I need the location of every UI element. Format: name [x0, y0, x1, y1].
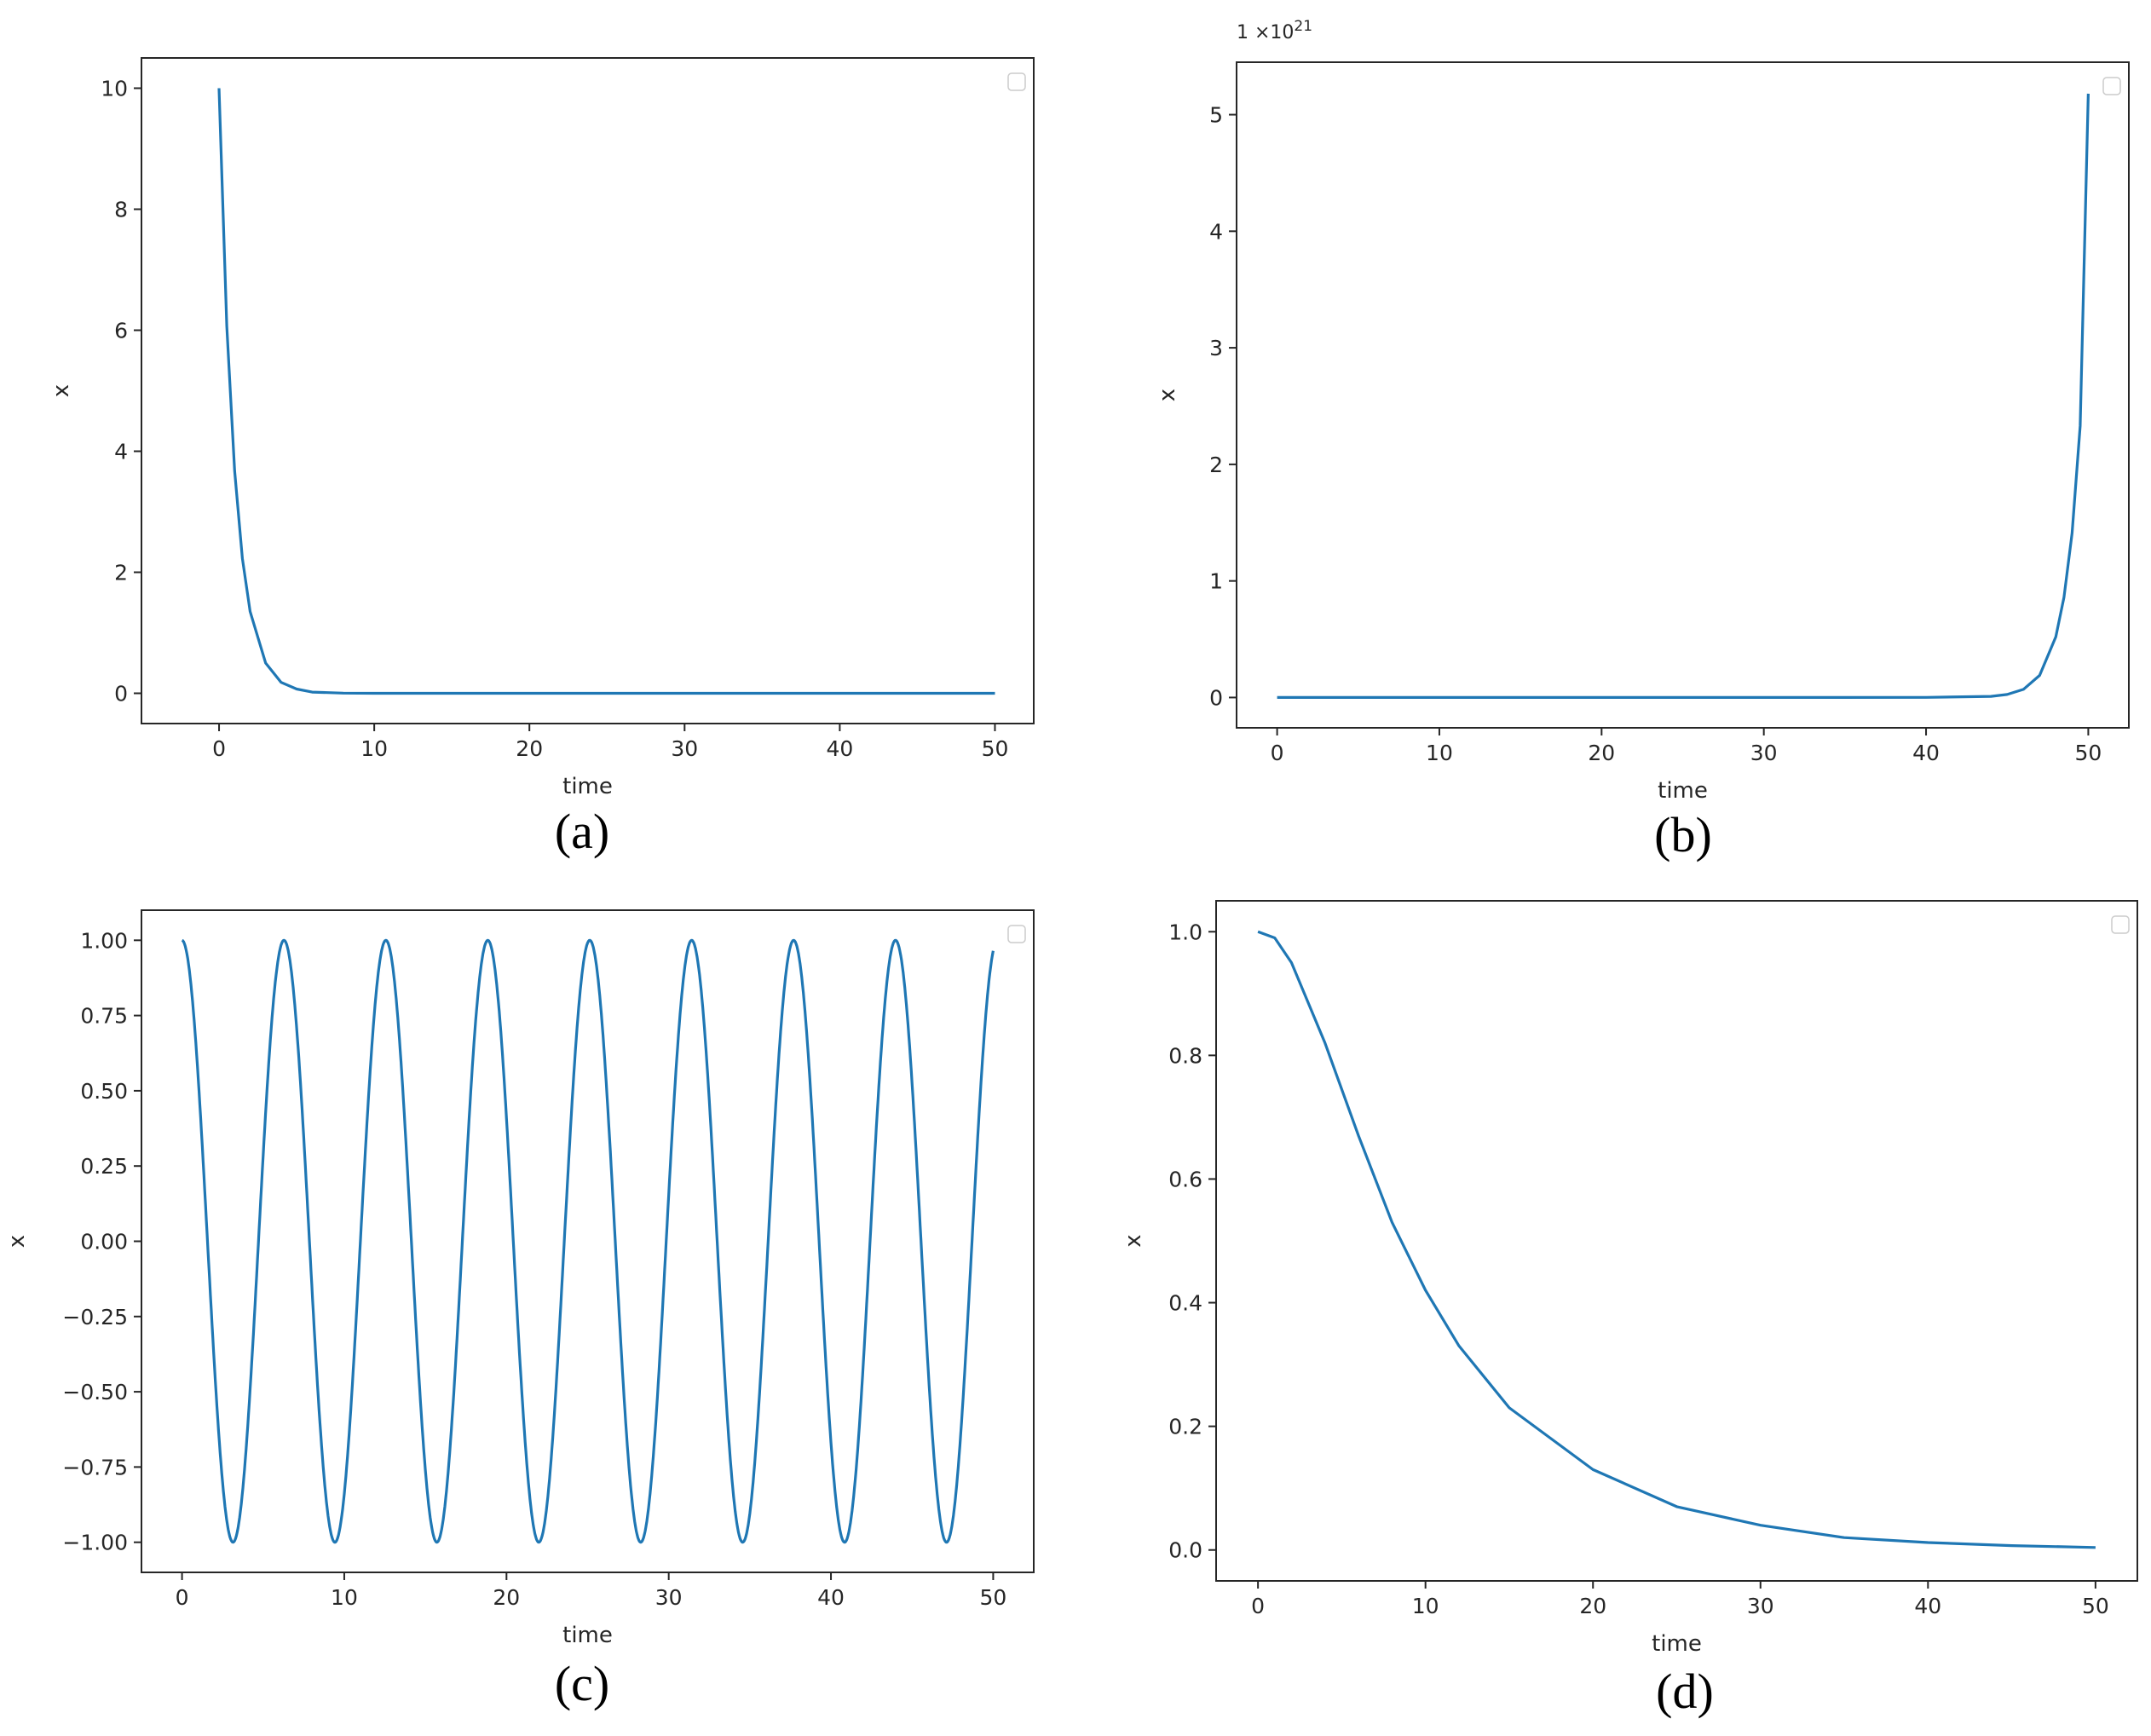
- y-tick-label: 0.25: [80, 1154, 128, 1179]
- x-tick-label: 40: [1914, 1594, 1941, 1618]
- y-tick-label: 0.6: [1168, 1167, 1202, 1191]
- y-tick-label: 6: [114, 319, 128, 343]
- plot-frame: [141, 909, 1035, 1573]
- y-axis-label: x: [4, 1235, 30, 1248]
- y-tick-label: 0.8: [1168, 1043, 1202, 1068]
- y-axis-label: x: [1121, 1234, 1146, 1247]
- x-tick-label: 40: [826, 736, 853, 761]
- x-tick-label: 50: [2075, 741, 2102, 765]
- y-tick-label: 1.0: [1168, 920, 1202, 944]
- x-tick-label: 30: [655, 1585, 683, 1610]
- x-tick-label: 0: [1251, 1594, 1265, 1618]
- y-axis-label: x: [1155, 389, 1180, 401]
- chart-panel-3: 0 10 20 30 40 50 −1.00 −0.75 −0.50 −0.25 0.00 0.25 0…: [4, 909, 1035, 1711]
- y-tick-label: 3: [1209, 336, 1223, 360]
- x-tick-label: 0: [212, 736, 226, 761]
- legend-box: [2102, 77, 2121, 95]
- series-line-1: [1277, 93, 2090, 699]
- x-tick-label: 0: [176, 1585, 189, 1610]
- y-tick-label: 4: [114, 440, 128, 464]
- y-tick-label: −0.75: [62, 1455, 128, 1479]
- y-tick-label: 5: [1209, 103, 1223, 128]
- x-axis-label: time: [562, 1623, 613, 1648]
- x-tick-label: 10: [1412, 1594, 1439, 1618]
- y-tick-label: 0.75: [80, 1004, 128, 1029]
- y-tick-label: 2: [114, 561, 128, 585]
- y-tick-label: 1: [1209, 569, 1223, 594]
- plot-frame: [1236, 61, 2130, 729]
- y-offset-exponent: 21: [1294, 18, 1312, 35]
- x-tick-label: 30: [671, 736, 698, 761]
- x-tick-label: 20: [1588, 741, 1615, 765]
- x-tick-label: 50: [2082, 1594, 2109, 1618]
- y-tick-label: 2: [1209, 453, 1223, 477]
- x-tick-label: 0: [1271, 741, 1284, 765]
- y-tick-label: −0.50: [62, 1380, 128, 1404]
- y-tick-label: 0.4: [1168, 1291, 1202, 1316]
- series-line-1: [217, 88, 995, 695]
- x-tick-label: 20: [1579, 1594, 1606, 1618]
- x-tick-label: 50: [980, 1585, 1007, 1610]
- series-line-1: [1257, 930, 2096, 1549]
- plot-frame: [141, 57, 1035, 724]
- x-tick-label: 40: [817, 1585, 845, 1610]
- plot-frame: [1215, 900, 2138, 1582]
- y-tick-label: 0: [114, 682, 128, 707]
- panel-caption: (b): [1654, 807, 1712, 862]
- y-axis-label: x: [49, 384, 74, 397]
- x-tick-label: 50: [982, 736, 1009, 761]
- x-tick-label: 10: [331, 1585, 358, 1610]
- y-tick-label: 10: [101, 77, 128, 101]
- y-tick-label: 0.50: [80, 1079, 128, 1104]
- x-tick-label: 20: [493, 1585, 520, 1610]
- x-axis-label: time: [1652, 1631, 1702, 1657]
- chart-panel-1: 0 10 20 30 40 50 0 2 4 6 8 10 time x (a): [49, 57, 1035, 859]
- x-tick-label: 40: [1912, 741, 1940, 765]
- panel-caption: (a): [555, 804, 609, 859]
- x-tick-label: 30: [1750, 741, 1778, 765]
- panel-caption: (d): [1656, 1664, 1714, 1719]
- y-tick-label: 0.2: [1168, 1415, 1202, 1439]
- legend-box: [2111, 915, 2130, 934]
- chart-panel-2: 0 10 20 30 40 50 0 1 2 3 4 5 time x 1 ×1021 (b): [1155, 18, 2130, 862]
- legend-box: [1007, 925, 1026, 943]
- chart-panel-4: 0 10 20 30 40 50 0.0 0.2 0.4 0.6 0.8 1.0 time x (d): [1121, 900, 2138, 1719]
- x-tick-label: 20: [516, 736, 543, 761]
- y-tick-label: 0.0: [1168, 1538, 1202, 1563]
- series-line-1: [181, 938, 995, 1544]
- y-tick-label: 0.00: [80, 1230, 128, 1254]
- y-tick-label: 0: [1209, 685, 1223, 710]
- x-tick-label: 10: [1426, 741, 1453, 765]
- y-offset-label: 1 ×1021: [1237, 18, 1312, 43]
- x-axis-label: time: [562, 774, 613, 799]
- y-tick-label: 1.00: [80, 928, 128, 953]
- y-tick-label: 4: [1209, 219, 1223, 244]
- x-tick-label: 30: [1747, 1594, 1774, 1618]
- y-tick-label: 8: [114, 198, 128, 222]
- y-tick-label: −0.25: [62, 1305, 128, 1329]
- legend-box: [1007, 72, 1026, 91]
- x-axis-label: time: [1658, 778, 1708, 804]
- panel-caption: (c): [555, 1656, 609, 1711]
- y-tick-label: −1.00: [62, 1531, 128, 1555]
- x-tick-label: 10: [360, 736, 388, 761]
